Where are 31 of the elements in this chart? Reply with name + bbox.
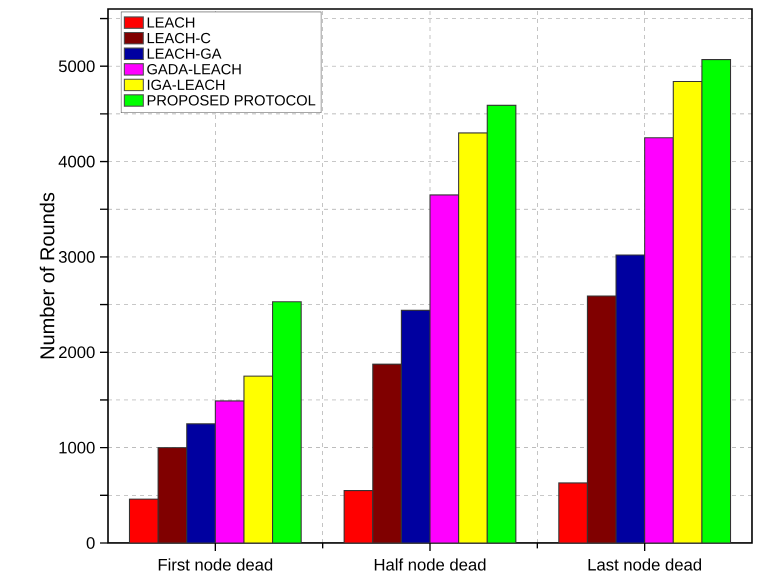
y-tick-label: 4000 <box>58 156 95 168</box>
bar <box>243 376 274 543</box>
legend-label: PROPOSED PROTOCOL <box>148 95 316 106</box>
legend-label: IGA-LEACH <box>148 80 224 90</box>
bar <box>558 482 588 543</box>
x-tick-label: First node dead <box>158 558 272 571</box>
y-axis-title: Number of Rounds <box>40 192 54 358</box>
bar <box>586 295 617 543</box>
bar <box>486 104 516 543</box>
bar <box>128 498 159 543</box>
legend-label: LEACH-C <box>148 32 210 44</box>
bar <box>186 423 216 543</box>
bar <box>400 310 431 543</box>
bar <box>372 364 402 543</box>
bar <box>616 254 646 543</box>
bar <box>344 490 374 543</box>
x-tick-label: Last node dead <box>588 558 702 571</box>
y-tick-label: 2000 <box>59 346 95 358</box>
y-tick-label: 3000 <box>58 251 95 263</box>
x-tick-label: Half node dead <box>374 558 486 571</box>
bar <box>158 447 188 543</box>
bar <box>272 301 302 543</box>
y-tick-label: 0 <box>86 537 95 549</box>
legend-label: LEACH-GA <box>148 48 222 59</box>
y-tick-label: 1000 <box>59 442 95 454</box>
y-tick-label: 5000 <box>58 60 95 72</box>
bar <box>458 132 488 543</box>
legend-label: GADA-LEACH <box>147 64 241 74</box>
bar <box>701 59 732 543</box>
legend-label: LEACH <box>148 17 194 28</box>
bar <box>672 80 702 543</box>
